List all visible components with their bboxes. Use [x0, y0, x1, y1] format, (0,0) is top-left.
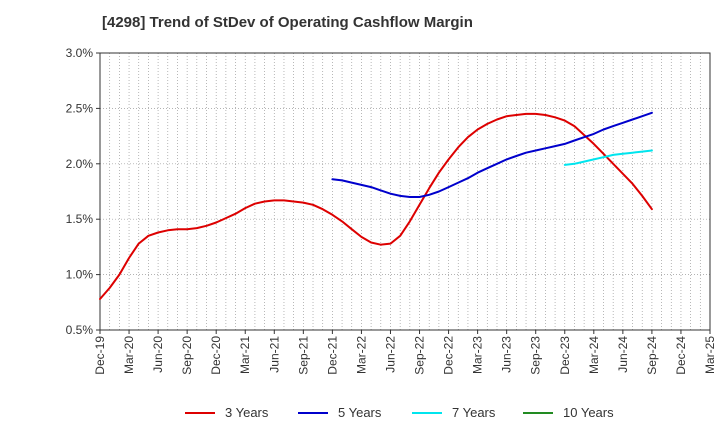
y-tick-label: 0.5% — [66, 323, 94, 337]
legend-swatch — [412, 411, 442, 414]
x-tick-label: Mar-21 — [238, 336, 252, 374]
x-tick-label: Mar-22 — [354, 336, 368, 374]
x-tick-label: Sep-22 — [413, 336, 427, 375]
legend-swatch — [523, 411, 553, 414]
y-tick-label: 2.5% — [66, 101, 94, 115]
y-tick-label: 3.0% — [66, 46, 94, 60]
x-tick-label: Mar-20 — [122, 336, 136, 374]
x-tick-label: Dec-24 — [674, 336, 688, 375]
series-line-3-years — [99, 112, 653, 300]
x-tick-label: Dec-23 — [558, 336, 572, 375]
series-line-5-years — [331, 111, 653, 198]
legend-item: 7 Years — [412, 405, 495, 420]
chart-legend: 3 Years 5 Years 7 Years 10 Years — [0, 405, 720, 425]
legend-item: 10 Years — [523, 405, 614, 420]
x-tick-label: Dec-21 — [325, 336, 339, 375]
y-tick-label: 1.0% — [66, 268, 94, 282]
y-tick-label: 1.5% — [66, 212, 94, 226]
x-tick-label: Sep-24 — [645, 336, 659, 375]
legend-label: 7 Years — [452, 405, 496, 420]
y-tick-label: 2.0% — [66, 157, 94, 171]
x-tick-label: Jun-20 — [151, 336, 165, 373]
x-tick-label: Jun-23 — [500, 336, 514, 373]
x-tick-label: Dec-22 — [442, 336, 456, 375]
legend-swatch — [185, 411, 215, 414]
x-tick-label: Sep-20 — [180, 336, 194, 375]
x-tick-label: Sep-21 — [296, 336, 310, 375]
x-tick-label: Mar-23 — [471, 336, 485, 374]
legend-label: 5 Years — [338, 405, 382, 420]
plot-area — [100, 53, 710, 330]
chart-title: [4298] Trend of StDev of Operating Cashf… — [102, 14, 473, 31]
x-tick-label: Mar-24 — [587, 336, 601, 374]
series-line-7-years — [563, 149, 653, 166]
legend-item: 5 Years — [298, 405, 381, 420]
x-tick-label: Jun-22 — [383, 336, 397, 373]
legend-item: 3 Years — [185, 405, 268, 420]
legend-swatch — [298, 411, 328, 414]
plot-frame — [99, 52, 711, 331]
x-tick-label: Sep-23 — [529, 336, 543, 375]
legend-label: 10 Years — [563, 405, 614, 420]
x-tick-label: Mar-25 — [703, 336, 717, 374]
x-tick-label: Dec-19 — [93, 336, 107, 375]
x-tick-label: Dec-20 — [209, 336, 223, 375]
x-tick-label: Jun-21 — [267, 336, 281, 373]
legend-label: 3 Years — [225, 405, 269, 420]
x-tick-label: Jun-24 — [616, 336, 630, 373]
